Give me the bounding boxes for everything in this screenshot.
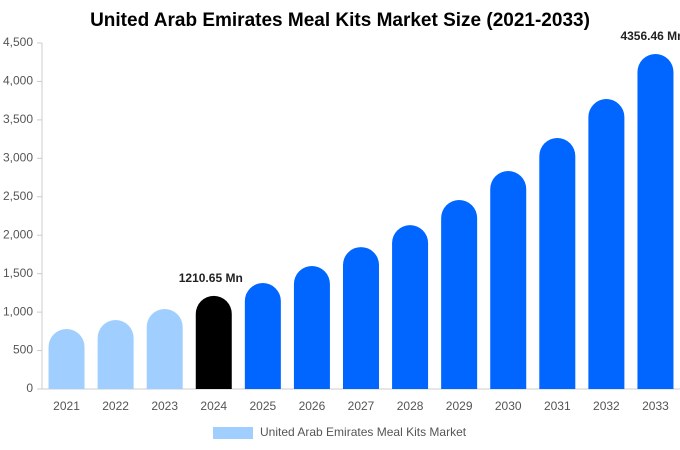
bar bbox=[490, 171, 527, 389]
x-tick-label: 2025 bbox=[249, 399, 276, 413]
x-tick-label: 2022 bbox=[102, 399, 129, 413]
legend-label: United Arab Emirates Meal Kits Market bbox=[260, 425, 467, 439]
x-tick-label: 2028 bbox=[397, 399, 424, 413]
y-tick-label: 1,500 bbox=[3, 266, 33, 280]
x-tick-label: 2030 bbox=[495, 399, 522, 413]
y-tick-label: 2,500 bbox=[3, 189, 33, 203]
x-tick-label: 2026 bbox=[299, 399, 326, 413]
value-label: 1210.65 Mn bbox=[179, 271, 243, 285]
y-tick-label: 2,000 bbox=[3, 227, 33, 241]
legend-swatch bbox=[213, 427, 253, 439]
value-label: 4356.46 Mn bbox=[620, 29, 680, 43]
chart-title: United Arab Emirates Meal Kits Market Si… bbox=[90, 10, 590, 31]
y-tick-label: 1,000 bbox=[3, 304, 33, 318]
y-tick-label: 500 bbox=[13, 343, 33, 357]
bar bbox=[637, 54, 674, 390]
bar bbox=[195, 295, 232, 389]
bar bbox=[293, 265, 330, 389]
bar bbox=[343, 247, 379, 389]
x-tick-label: 2027 bbox=[348, 399, 375, 413]
x-tick-label: 2033 bbox=[642, 399, 669, 413]
x-tick-label: 2021 bbox=[53, 399, 80, 413]
x-tick-label: 2032 bbox=[593, 399, 620, 413]
y-tick-label: 4,500 bbox=[3, 35, 33, 49]
y-tick-label: 3,500 bbox=[3, 112, 33, 126]
x-tick-label: 2023 bbox=[151, 399, 178, 413]
bar bbox=[539, 138, 576, 389]
y-tick-label: 3,000 bbox=[3, 151, 33, 165]
x-tick-label: 2024 bbox=[200, 399, 227, 413]
y-tick-label: 0 bbox=[26, 381, 33, 395]
bar bbox=[244, 283, 281, 389]
bar bbox=[97, 320, 134, 389]
bar bbox=[588, 99, 625, 389]
bar bbox=[48, 329, 85, 389]
bar bbox=[392, 225, 429, 389]
y-tick-label: 4,000 bbox=[3, 74, 33, 88]
bar bbox=[441, 200, 478, 389]
bar bbox=[146, 309, 183, 389]
x-tick-label: 2031 bbox=[544, 399, 571, 413]
x-tick-label: 2029 bbox=[446, 399, 473, 413]
